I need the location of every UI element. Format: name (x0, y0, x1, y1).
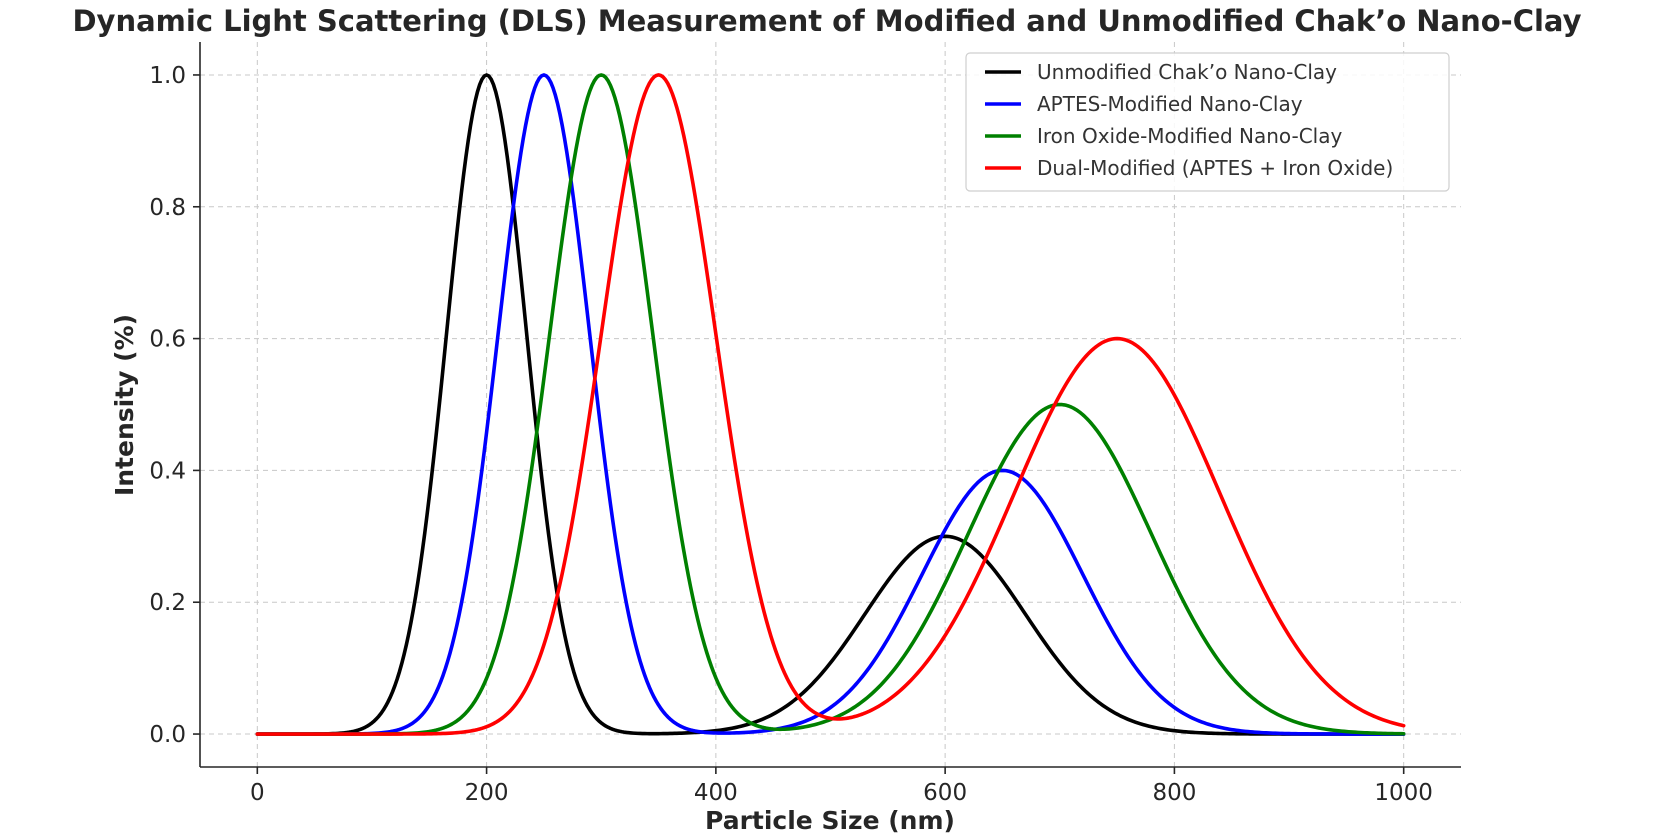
x-tick-label-3: 600 (923, 780, 967, 806)
x-tick-label-0: 0 (250, 780, 265, 806)
legend-label-2: Iron Oxide-Modified Nano-Clay (1037, 124, 1342, 148)
x-tick-label-2: 400 (694, 780, 738, 806)
x-tick-label-5: 1000 (1374, 780, 1433, 806)
y-tick-label-0: 0.0 (149, 722, 186, 748)
chart-title: Dynamic Light Scattering (DLS) Measureme… (72, 4, 1581, 38)
x-ticks: 0 200 400 600 800 1000 (250, 767, 1433, 806)
legend-label-1: APTES-Modified Nano-Clay (1037, 92, 1303, 116)
series-line-3 (255, 73, 1406, 736)
y-tick-label-5: 1.0 (149, 63, 186, 89)
x-tick-label-1: 200 (465, 780, 509, 806)
series-line-0 (255, 73, 1406, 736)
y-tick-label-4: 0.8 (149, 195, 186, 221)
x-tick-label-4: 800 (1152, 780, 1196, 806)
series-lines (255, 73, 1406, 736)
legend: Unmodified Chak’o Nano-Clay APTES-Modifie… (965, 52, 1450, 192)
y-axis-label: Intensity (%) (110, 314, 139, 496)
x-axis-label: Particle Size (nm) (705, 806, 955, 835)
y-ticks: 0.0 0.2 0.4 0.6 0.8 1.0 (149, 63, 200, 748)
y-tick-label-1: 0.2 (149, 590, 186, 616)
legend-box (965, 52, 1450, 192)
legend-label-0: Unmodified Chak’o Nano-Clay (1037, 60, 1337, 84)
y-tick-label-2: 0.4 (149, 458, 186, 484)
series-line-1 (255, 73, 1406, 736)
y-tick-label-3: 0.6 (149, 327, 186, 353)
legend-label-3: Dual-Modified (APTES + Iron Oxide) (1037, 156, 1393, 180)
